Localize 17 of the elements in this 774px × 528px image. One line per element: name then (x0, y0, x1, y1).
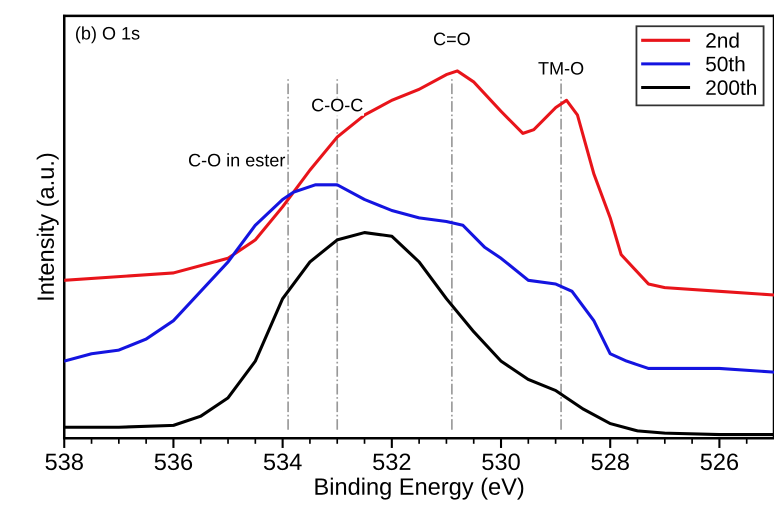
text: (b) O 1s (76, 26, 140, 44)
x-tick-label: 528 (591, 453, 629, 470)
legend-label: 2nd (706, 32, 739, 48)
x-tick-label: 538 (45, 453, 83, 470)
ref-line-label: C-O-C (312, 98, 363, 112)
legend-label: 200th (706, 80, 756, 95)
x-tick-label: 534 (264, 453, 302, 470)
x-axis-title: Binding Energy (eV) (315, 478, 524, 500)
x-tick-label: 536 (154, 453, 192, 470)
ref-line-label: C=O (434, 32, 470, 46)
ref-line-label: TM-O (538, 62, 584, 75)
x-tick-label: 532 (373, 453, 410, 470)
x-tick-label: 530 (482, 453, 520, 470)
x-tick-label: 526 (700, 453, 738, 470)
ref-line-label: C-O in ester (188, 153, 286, 167)
y-axis-title: Intensity (a.u.) (36, 154, 59, 300)
legend-label: 50th (706, 56, 744, 72)
